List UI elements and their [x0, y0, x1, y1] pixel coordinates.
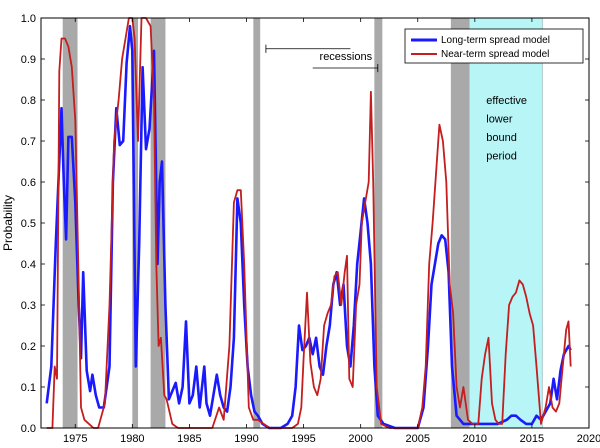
legend-box [404, 28, 584, 64]
x-tick-label: 2010 [463, 433, 487, 445]
recession-band [374, 18, 383, 428]
x-tick-label: 2015 [520, 433, 544, 445]
y-tick-label: 0.4 [21, 259, 36, 271]
x-tick-label: 1985 [177, 433, 201, 445]
recessions-annotation: recessions [265, 44, 379, 73]
x-tick-label: 2005 [406, 433, 430, 445]
elb-label-line: bound [486, 132, 517, 144]
y-tick-label: 1.0 [21, 13, 36, 25]
y-tick-label: 0.3 [21, 300, 36, 312]
series-lines [45, 17, 572, 430]
legend: Long-term spread model Near-term spread … [404, 28, 584, 64]
y-tick-label: 0.6 [21, 177, 36, 189]
y-tick-label: 0.5 [21, 218, 36, 230]
y-tick-label: 0.7 [21, 136, 36, 148]
y-tick-label: 0.8 [21, 95, 36, 107]
legend-label-long-term: Long-term spread model [441, 35, 550, 46]
y-tick-label: 0.9 [21, 54, 36, 66]
x-axis: 1975 1980 1985 1990 1995 2000 2005 2010 2015 2020 [63, 18, 600, 445]
x-tick-label: 2000 [348, 433, 372, 445]
recessions-label: recessions [320, 51, 373, 63]
elb-label-line: effective [486, 95, 527, 107]
recession-band [62, 18, 78, 428]
x-tick-label: 1990 [234, 433, 258, 445]
y-tick-label: 0.0 [21, 423, 36, 435]
y-tick-label: 0.1 [21, 382, 36, 394]
x-tick-label: 1995 [291, 433, 315, 445]
elb-label-line: period [486, 150, 517, 162]
y-axis: 0.0 0.1 0.2 0.3 0.4 0.5 0.6 0.7 0.8 0.9 1.0 [21, 13, 589, 435]
x-tick-label: 1980 [120, 433, 144, 445]
x-tick-label: 1975 [63, 433, 87, 445]
elb-annotation: effective lower bound period [486, 95, 527, 162]
legend-label-near-term: Near-term spread model [441, 49, 549, 60]
recession-band [253, 18, 261, 428]
series-line-near-term [46, 17, 572, 429]
x-tick-label: 2020 [577, 433, 600, 445]
recession-band [450, 18, 470, 428]
y-axis-label: Probability [1, 195, 15, 251]
y-tick-label: 0.2 [21, 341, 36, 353]
elb-label-line: lower [486, 114, 513, 126]
